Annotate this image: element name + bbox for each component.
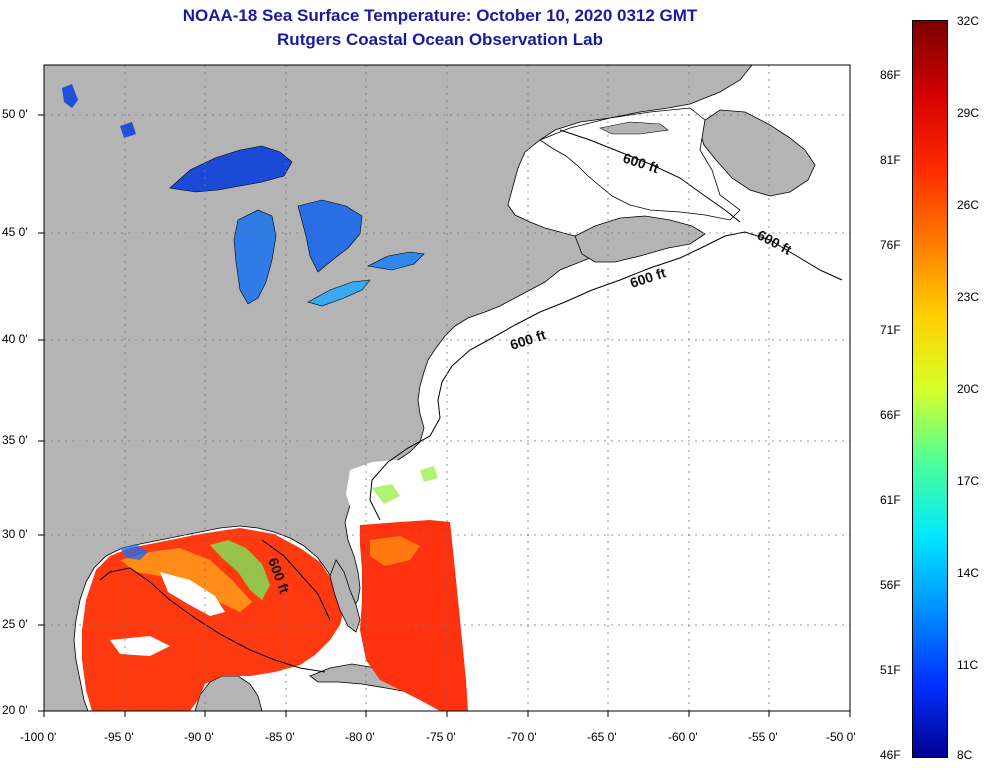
lake-ontario [367,251,425,271]
land-florida-cover [329,559,361,633]
lon-label: -65 0' [587,730,617,744]
sst-atlantic-subtropics [360,520,468,711]
land-anticosti [599,121,669,135]
sst-atlantic-green-fleck [372,466,438,504]
colorbar-c-label: 32C [957,14,980,28]
colorbar-c-label: 29C [957,106,980,120]
colorbar-c-label: 14C [957,566,980,580]
lat-label: 40 0' [2,332,28,346]
graticule [44,65,850,711]
colorbar-c-label: 20C [957,382,980,396]
colorbar-f-label: 61F [880,493,901,507]
map-title: NOAA-18 Sea Surface Temperature: October… [182,6,698,25]
lat-label: 20 0' [2,703,28,717]
colorbar-c-label: 8C [957,748,973,762]
colorbar-c-label: 17C [957,474,980,488]
sst-gulf-green-band [210,540,270,600]
lon-label: -60 0' [668,730,698,744]
colorbar-c-label: 23C [957,290,980,304]
colorbar-f-label: 51F [880,663,901,677]
isobath-gulf [99,567,326,673]
lat-label: 45 0' [2,225,28,239]
lon-label: -75 0' [426,730,456,744]
lat-label: 35 0' [2,433,28,447]
lake-erie [307,279,371,307]
lon-label: -50 0' [826,730,856,744]
lon-label: -55 0' [748,730,778,744]
colorbar-f-label: 71F [880,323,901,337]
lon-label: -80 0' [345,730,375,744]
isobath-gulf-east [261,539,331,621]
isobath-atlantic [369,231,843,521]
lat-label: 25 0' [2,617,28,631]
lat-label: 30 0' [2,527,28,541]
colorbar-f-label: 86F [880,68,901,82]
lat-label: 50 0' [2,107,28,121]
colorbar-c-label: 11C [957,658,979,672]
colorbar-f-label: 81F [880,153,901,167]
lon-label: -90 0' [184,730,214,744]
lake-michigan [233,209,277,305]
lake-huron [297,199,363,273]
lon-label: -95 0' [104,730,134,744]
map-subtitle: Rutgers Coastal Ocean Observation Lab [277,30,603,49]
lake-winnipeg-bits [62,84,136,138]
sst-atlantic-orange-patch [370,536,420,566]
lon-label: -70 0' [507,730,537,744]
temperature-colorbar [912,20,948,758]
lon-label: -85 0' [265,730,295,744]
land-nova-scotia [574,215,706,263]
land-north-america [44,65,753,711]
isobath-st-lawrence [559,129,741,223]
sst-gulf-blue-edge [120,544,148,560]
lake-superior [169,145,293,193]
colorbar-f-label: 46F [880,748,901,762]
colorbar-f-label: 76F [880,238,901,252]
gulf-of-st-lawrence [539,107,741,221]
colorbar-c-label: 26C [957,198,980,212]
colorbar-f-label: 56F [880,578,901,592]
land-newfoundland [697,109,816,197]
lon-label: -100 0' [20,730,57,744]
colorbar-f-label: 66F [880,408,901,422]
sst-gulf-cloud [110,572,225,656]
